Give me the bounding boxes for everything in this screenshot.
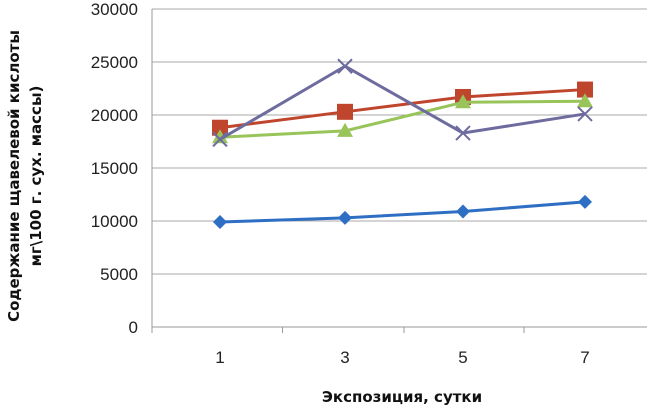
y-tick-label: 5000	[100, 265, 138, 284]
data-point-diamond	[213, 215, 227, 230]
series-3	[212, 93, 593, 144]
x-tick-label: 7	[580, 348, 589, 367]
x-tick-label: 1	[215, 348, 224, 367]
series-line	[219, 200, 586, 224]
series-4	[212, 58, 593, 148]
data-point-triangle	[337, 122, 353, 137]
data-point-x	[455, 125, 471, 141]
x-tick-label: 5	[458, 348, 467, 367]
series-group	[212, 58, 593, 230]
axes	[151, 9, 647, 333]
y-tick-label: 15000	[91, 159, 138, 178]
y-axis-title: Содержание щавелевой кислоты мг\100 г. с…	[5, 30, 45, 322]
y-tick-label: 25000	[91, 53, 138, 72]
x-tick-labels: 1 3 5 7	[215, 348, 589, 367]
data-point-square	[577, 81, 593, 98]
data-point-x	[212, 131, 228, 148]
data-point-triangle	[577, 93, 593, 108]
data-point-x	[337, 58, 353, 74]
y-tick-label: 10000	[91, 212, 138, 231]
series-2	[212, 81, 593, 136]
data-point-triangle	[455, 94, 471, 109]
y-axis-title-line-1: Содержание щавелевой кислоты	[5, 30, 23, 322]
series-line	[219, 64, 586, 141]
data-point-x	[577, 106, 593, 122]
y-tick-label: 30000	[91, 0, 138, 19]
y-tick-label: 0	[129, 318, 138, 337]
x-axis-title: Экспозиция, сутки	[322, 388, 482, 406]
data-point-triangle	[212, 129, 228, 144]
data-point-diamond	[338, 210, 352, 225]
data-point-square	[212, 119, 228, 136]
data-point-diamond	[456, 204, 470, 219]
series-line	[219, 88, 586, 130]
x-tick-label: 3	[340, 348, 349, 367]
series-1	[213, 194, 592, 230]
y-tick-label: 20000	[91, 106, 138, 125]
series-line	[219, 99, 586, 139]
data-point-diamond	[578, 194, 592, 209]
y-tick-labels: 0 5000 10000 15000 20000 25000 30000	[91, 0, 138, 337]
y-axis-title-line-2: мг\100 г. сух. массы)	[27, 86, 45, 267]
data-point-square	[337, 103, 353, 120]
